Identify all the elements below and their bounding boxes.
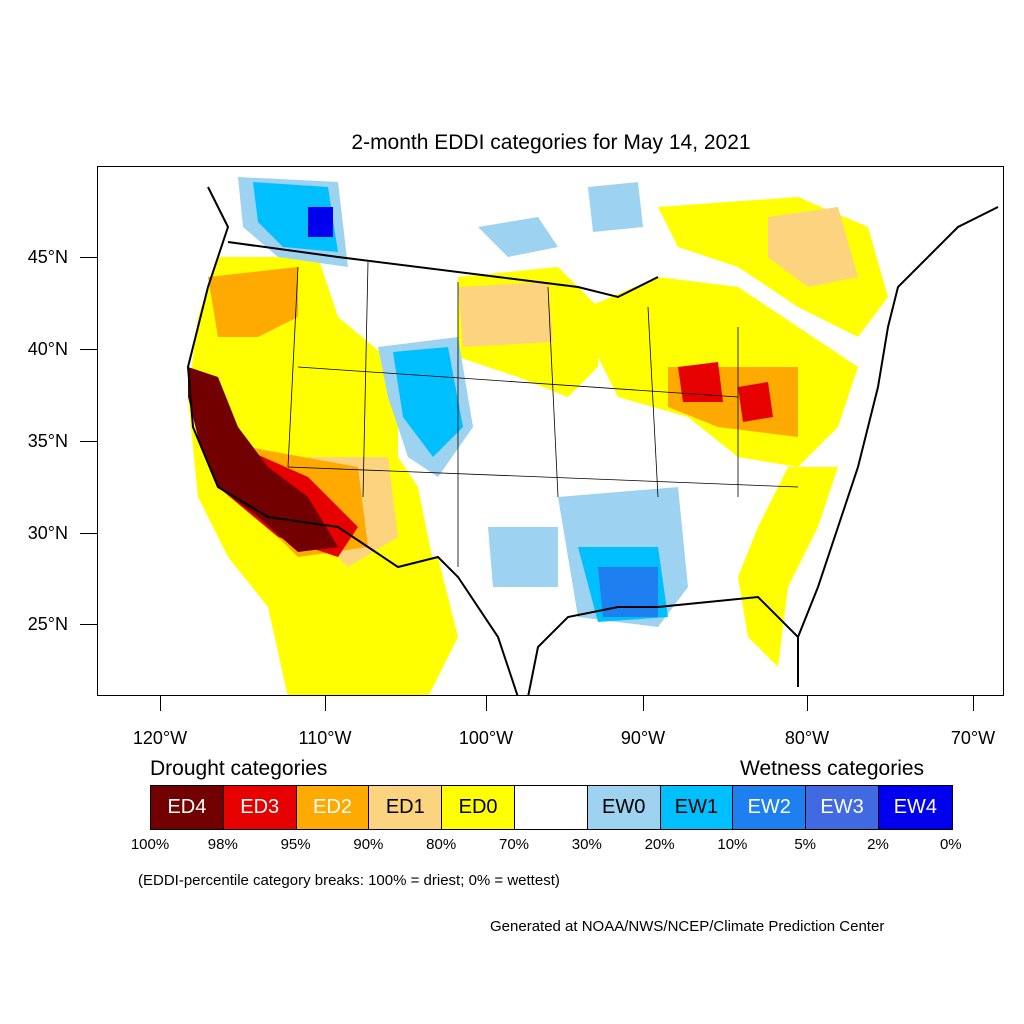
legend-break-label: 90% <box>353 836 384 853</box>
legend-cell-ew2: EW2 <box>733 786 807 829</box>
lon-tick <box>486 696 487 711</box>
map-title: 2-month EDDI categories for May 14, 2021 <box>351 131 751 154</box>
legend-colorbar: ED4 ED3 ED2 ED1 ED0 EW0 EW1 EW2 EW3 EW4 <box>150 785 953 830</box>
lat-tick <box>80 441 97 442</box>
legend-break-label: 100% <box>130 836 170 853</box>
lat-label-35: 35°N <box>27 431 68 451</box>
legend-break-label: 80% <box>426 836 457 853</box>
region-ed0-mexico <box>378 557 458 695</box>
lat-label-45: 45°N <box>27 247 68 267</box>
region-ed1-ontario <box>768 207 858 287</box>
region-ed4-california <box>188 367 338 552</box>
lon-label-80: 80°W <box>784 728 830 748</box>
map-canvas <box>186 177 999 695</box>
us-outline <box>186 186 999 695</box>
lat-label-25: 25°N <box>27 614 68 634</box>
wetness-heading: Wetness categories <box>740 757 925 780</box>
boundaries <box>186 186 999 695</box>
legend-break-label: 70% <box>498 836 530 853</box>
legend-break-label: 10% <box>717 836 748 853</box>
lon-tick <box>325 696 326 711</box>
legend-break-label: 2% <box>867 836 889 853</box>
lat-label-30: 30°N <box>27 523 68 543</box>
legend-break-label: 95% <box>280 836 311 853</box>
category-regions <box>188 177 888 695</box>
lon-label-100: 100°W <box>458 728 514 748</box>
eddi-map <box>97 166 1004 696</box>
lat-tick <box>80 257 97 258</box>
legend-cell-ew4: EW4 <box>878 786 952 829</box>
drought-heading: Drought categories <box>150 757 328 780</box>
legend-break-label: 20% <box>644 836 675 853</box>
breaks-note: (EDDI-percentile category breaks: 100% =… <box>138 872 560 889</box>
lon-label-120: 120°W <box>132 728 188 748</box>
legend-cell-ew1: EW1 <box>660 786 734 829</box>
canada-border <box>227 241 659 299</box>
lat-tick <box>80 624 97 625</box>
region-ew0-texas <box>488 527 558 587</box>
state-lines <box>287 261 799 567</box>
credit-line: Generated at NOAA/NWS/NCEP/Climate Predi… <box>490 918 885 935</box>
legend-cell-ed2: ED2 <box>296 786 370 829</box>
lon-label-90: 90°W <box>620 728 666 748</box>
lon-tick <box>160 696 161 711</box>
region-ew3-north-idaho <box>308 207 333 237</box>
region-ew2-louisiana <box>598 567 658 617</box>
lat-tick <box>80 349 97 350</box>
lon-tick <box>643 696 644 711</box>
legend-cell-ed4: ED4 <box>151 786 224 829</box>
region-ed0-southeast <box>738 467 838 667</box>
lon-label-110: 110°W <box>298 728 352 748</box>
legend-break-label: 98% <box>207 836 238 853</box>
legend-cell-neutral <box>514 786 588 829</box>
lon-tick <box>973 696 974 711</box>
legend-break-label: 5% <box>794 836 817 853</box>
legend-cell-ed1: ED1 <box>369 786 443 829</box>
legend-cell-ew3: EW3 <box>806 786 879 829</box>
lon-tick <box>807 696 808 711</box>
legend-break-label: 30% <box>571 836 602 853</box>
lon-label-70: 70°W <box>950 728 996 748</box>
legend-cell-ew0: EW0 <box>587 786 661 829</box>
region-ed2-pacnw <box>208 267 298 337</box>
lat-label-40: 40°N <box>27 339 68 359</box>
region-ew0-quebec <box>588 182 643 232</box>
legend-cell-ed3: ED3 <box>223 786 297 829</box>
region-ed3-ohio <box>738 382 773 422</box>
region-ed1-dakotas <box>458 282 553 347</box>
lat-tick <box>80 533 97 534</box>
region-ed3-michigan <box>678 362 723 402</box>
region-ew0-lake-superior <box>478 217 558 257</box>
legend-cell-ed0: ED0 <box>442 786 515 829</box>
legend-break-label: 0% <box>939 836 962 853</box>
